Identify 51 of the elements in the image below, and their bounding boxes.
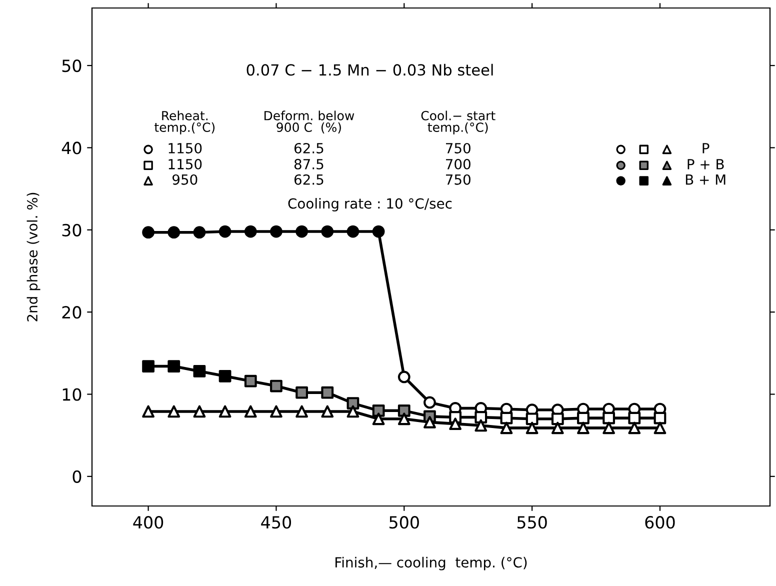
point — [168, 405, 180, 418]
point — [296, 405, 308, 418]
point — [270, 405, 282, 418]
annotation: 1150 — [168, 158, 202, 170]
y-tick-label: 30 — [62, 224, 82, 236]
y-tick-label: 0 — [72, 470, 82, 483]
annotation: P + B — [688, 159, 724, 170]
point — [424, 416, 436, 428]
point — [244, 405, 257, 418]
point — [398, 412, 410, 426]
y-tick-label: 20 — [62, 306, 82, 319]
annotation: Reheat. temp.(°C) — [154, 110, 215, 134]
x-tick-label: 400 — [133, 516, 164, 529]
y-axis-title: 2nd phase (vol. %) — [26, 192, 40, 322]
annotation: Deform. below 900 C (%) — [264, 110, 354, 134]
annotation: 62.5 — [294, 142, 324, 154]
point — [577, 422, 590, 434]
x-tick-label: 500 — [390, 516, 419, 529]
text: 0.07 C − 1.5 Mn − 0.03 Nb steel — [246, 64, 493, 76]
point — [321, 405, 334, 418]
point — [500, 422, 513, 434]
annotation: B + M — [686, 174, 726, 185]
point — [628, 422, 641, 434]
annotation: 1150 — [168, 142, 202, 154]
annotation: 950 — [172, 174, 198, 185]
y-tick-label: 10 — [62, 388, 82, 401]
annotation: Cool.− start temp.(°C) — [421, 110, 496, 134]
point — [551, 422, 564, 434]
point — [449, 418, 462, 430]
point — [346, 405, 360, 418]
point — [654, 422, 666, 434]
y-tick-label: 50 — [62, 59, 82, 72]
point — [218, 405, 232, 418]
x-tick-label: 450 — [261, 516, 292, 529]
x-axis-title: Finish,— cooling temp. (°C) — [336, 556, 527, 570]
annotation: 62.5 — [294, 174, 324, 185]
point — [526, 422, 538, 434]
annotation: 700 — [446, 158, 470, 170]
y-tick-label: 40 — [62, 142, 82, 154]
point — [372, 412, 385, 426]
annotation: P — [702, 143, 710, 154]
point — [602, 422, 616, 434]
annotation: 87.5 — [294, 158, 324, 170]
x-tick-label: 600 — [645, 516, 675, 529]
annotation: Cooling rate : 10 °C/sec — [288, 198, 452, 212]
point — [193, 405, 206, 418]
annotation: 750 — [446, 174, 470, 185]
annotation: 750 — [446, 142, 470, 154]
point — [474, 419, 488, 432]
point — [142, 405, 154, 418]
x-tick-label: 550 — [517, 516, 547, 529]
